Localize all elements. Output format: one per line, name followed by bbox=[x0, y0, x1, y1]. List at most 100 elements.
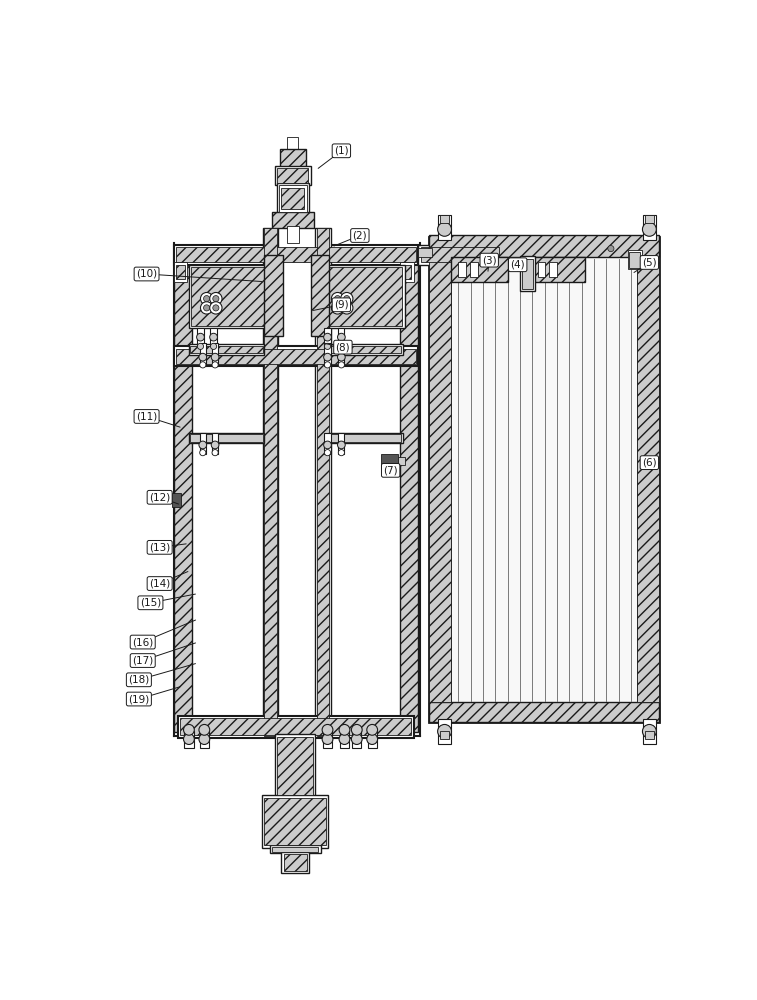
Bar bbox=[323, 731, 332, 748]
Circle shape bbox=[183, 734, 195, 744]
Bar bbox=[470, 262, 478, 277]
Bar bbox=[189, 265, 273, 328]
Bar bbox=[637, 257, 659, 702]
Circle shape bbox=[201, 292, 213, 305]
Circle shape bbox=[210, 333, 217, 341]
Bar bbox=[173, 346, 419, 366]
Bar bbox=[459, 262, 466, 277]
Circle shape bbox=[367, 724, 378, 735]
Bar bbox=[176, 349, 416, 364]
Text: (15): (15) bbox=[140, 598, 161, 608]
Text: (11): (11) bbox=[136, 411, 157, 421]
Circle shape bbox=[199, 441, 207, 449]
Bar bbox=[520, 256, 535, 291]
Circle shape bbox=[324, 353, 332, 361]
Bar bbox=[325, 433, 331, 454]
Circle shape bbox=[344, 296, 350, 302]
Bar bbox=[280, 149, 306, 168]
Circle shape bbox=[332, 302, 344, 314]
Bar bbox=[402, 265, 412, 279]
Bar bbox=[400, 255, 419, 732]
Circle shape bbox=[324, 333, 332, 341]
Circle shape bbox=[338, 362, 344, 368]
Circle shape bbox=[338, 450, 344, 456]
Circle shape bbox=[210, 292, 222, 305]
Circle shape bbox=[212, 450, 218, 456]
Circle shape bbox=[325, 343, 331, 349]
Circle shape bbox=[643, 724, 656, 738]
Bar bbox=[338, 433, 344, 454]
Bar bbox=[325, 343, 331, 366]
Bar bbox=[264, 228, 277, 736]
Text: (13): (13) bbox=[149, 542, 170, 552]
Bar bbox=[178, 716, 414, 738]
Bar bbox=[645, 215, 654, 223]
Circle shape bbox=[324, 441, 332, 449]
Circle shape bbox=[210, 302, 222, 314]
Text: (12): (12) bbox=[149, 492, 170, 502]
Bar bbox=[275, 166, 310, 185]
Circle shape bbox=[322, 724, 333, 735]
Circle shape bbox=[438, 222, 451, 236]
Circle shape bbox=[200, 362, 206, 368]
Circle shape bbox=[344, 305, 350, 311]
Bar bbox=[173, 245, 419, 265]
Bar bbox=[180, 718, 412, 735]
Bar bbox=[325, 328, 331, 346]
Bar bbox=[200, 433, 206, 454]
Bar bbox=[450, 257, 509, 282]
Circle shape bbox=[183, 724, 195, 735]
Bar bbox=[212, 433, 218, 454]
Bar bbox=[269, 845, 320, 853]
Circle shape bbox=[338, 343, 344, 349]
Bar bbox=[550, 262, 557, 277]
Text: (9): (9) bbox=[334, 300, 349, 310]
Text: (3): (3) bbox=[482, 255, 497, 265]
Bar bbox=[537, 262, 546, 277]
Bar bbox=[440, 731, 449, 739]
Bar bbox=[421, 247, 499, 262]
Circle shape bbox=[199, 724, 210, 735]
Bar bbox=[316, 228, 329, 736]
Circle shape bbox=[325, 362, 331, 368]
Bar bbox=[338, 343, 344, 366]
Circle shape bbox=[335, 296, 341, 302]
Bar bbox=[264, 255, 283, 336]
Bar bbox=[438, 719, 450, 744]
Bar bbox=[172, 493, 181, 507]
Circle shape bbox=[338, 441, 345, 449]
Text: (17): (17) bbox=[132, 656, 154, 666]
Bar bbox=[340, 731, 349, 748]
Circle shape bbox=[201, 302, 213, 314]
Text: (16): (16) bbox=[132, 637, 154, 647]
Bar bbox=[315, 228, 331, 736]
Bar bbox=[643, 215, 656, 240]
Text: (6): (6) bbox=[642, 458, 656, 468]
Bar bbox=[522, 259, 533, 289]
Bar bbox=[200, 731, 209, 748]
Text: (7): (7) bbox=[383, 465, 398, 475]
Circle shape bbox=[211, 441, 219, 449]
Bar bbox=[400, 262, 414, 282]
Bar bbox=[329, 434, 401, 442]
Bar bbox=[189, 433, 264, 443]
Circle shape bbox=[608, 246, 614, 252]
Circle shape bbox=[200, 450, 206, 456]
Bar bbox=[329, 346, 401, 353]
Circle shape bbox=[204, 296, 210, 302]
Circle shape bbox=[325, 450, 331, 456]
Bar bbox=[429, 235, 659, 257]
Bar bbox=[288, 137, 298, 151]
Bar bbox=[528, 257, 585, 282]
Bar bbox=[189, 344, 264, 355]
Circle shape bbox=[341, 292, 353, 305]
Bar bbox=[200, 343, 206, 366]
Bar bbox=[352, 731, 361, 748]
Bar bbox=[184, 731, 194, 748]
Circle shape bbox=[197, 333, 204, 341]
Bar bbox=[319, 265, 404, 328]
Circle shape bbox=[332, 292, 344, 305]
Bar bbox=[322, 267, 402, 326]
Text: (8): (8) bbox=[335, 342, 350, 352]
Circle shape bbox=[351, 724, 362, 735]
